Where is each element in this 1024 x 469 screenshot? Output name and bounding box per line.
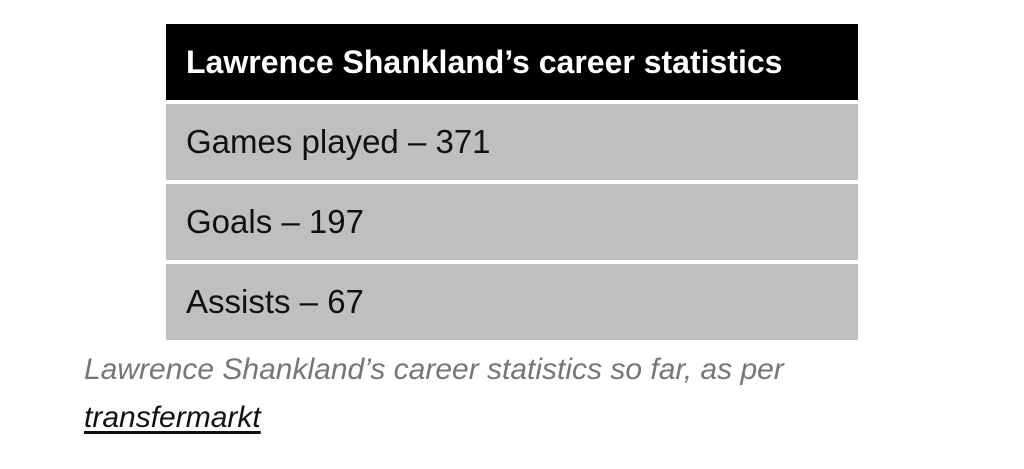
transfermarkt-link[interactable]: transfermarkt — [84, 401, 261, 434]
table-title: Lawrence Shankland’s career statistics — [166, 24, 858, 100]
table-caption: Lawrence Shankland’s career statistics s… — [84, 346, 964, 442]
table-row-goals: Goals – 197 — [166, 184, 858, 260]
career-statistics-table: Lawrence Shankland’s career statistics G… — [166, 24, 858, 340]
table-row-games-played: Games played – 371 — [166, 104, 858, 180]
caption-text: Lawrence Shankland’s career statistics s… — [84, 353, 784, 386]
table-row-assists: Assists – 67 — [166, 264, 858, 340]
